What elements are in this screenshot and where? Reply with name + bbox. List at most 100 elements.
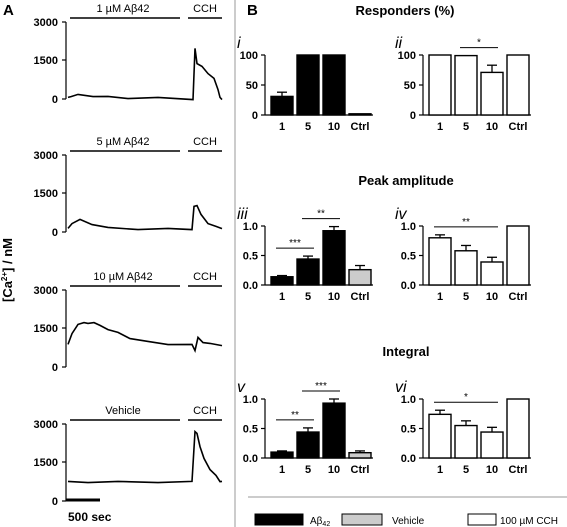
x-tick-label: 10 [486,121,498,133]
bar [348,268,372,286]
bar [322,402,346,459]
trace-y-tick-label: 1500 [34,323,58,335]
bar [428,237,452,286]
trace-panel: 3000 1500 0 Vehicle CCH [34,405,223,508]
subpanel-label: v [237,379,246,396]
subpanel-label: iii [237,206,248,223]
bar [348,113,372,116]
x-tick-label: 5 [463,121,469,133]
significance-label: ** [462,217,470,228]
x-tick-label: 10 [328,291,340,303]
x-tick-label: 5 [305,121,311,133]
x-tick-label: Ctrl [509,291,528,303]
trace-y-tick-label: 3000 [34,285,58,297]
significance-label: * [477,38,481,49]
x-tick-label: 5 [463,291,469,303]
significance-label: *** [315,381,327,392]
cch-label: CCH [193,271,217,283]
trace-y-tick-label: 3000 [34,150,58,162]
panel-a-traces: 3000 1500 0 1 µM Aβ42 CCH 3000 1500 0 5 µM Aβ42 C… [34,3,223,508]
x-tick-label: 10 [328,464,340,476]
bar [322,54,346,116]
y-tick-label: 1.0 [243,221,258,233]
trace-y-tick-label: 0 [52,496,58,508]
trace-y-tick-label: 1500 [34,55,58,67]
calcium-trace [67,204,223,231]
x-tick-label: Ctrl [351,291,370,303]
y-tick-label: 0.5 [401,424,416,436]
condition-label: 1 µM Aβ42 [96,3,149,15]
trace-panel: 3000 1500 0 10 µM Aβ42 CCH [34,271,223,374]
x-tick-label: 1 [279,464,285,476]
bar [296,258,320,286]
bar [270,276,294,286]
trace-y-tick-label: 1500 [34,457,58,469]
x-tick-label: 1 [437,121,443,133]
x-tick-label: Ctrl [351,464,370,476]
legend-label-vehicle: Vehicle [392,516,425,527]
calcium-trace [67,429,223,484]
legend-swatch-abeta [254,513,304,526]
bar-chart-vi: vi 0.0 0.5 1.0 1 5 10 Ctrl * [395,379,531,476]
bar [322,230,346,286]
bar [454,250,478,286]
panel-a-ylabel: [Ca2+] / nM [0,238,15,302]
bar [506,54,530,116]
bar [296,54,320,116]
y-tick-label: 50 [246,80,258,92]
bar-chart-ii: ii 0 50 100 1 5 10 Ctrl * [395,35,531,133]
bar [428,413,452,459]
cch-label: CCH [193,3,217,15]
cch-label: CCH [193,136,217,148]
bar [270,95,294,116]
legend-label-abeta: Aβ42 [310,516,330,527]
condition-label: 10 µM Aβ42 [93,271,152,283]
y-tick-label: 100 [240,50,258,62]
bar-chart-v: v0.00.51.01 5 10 Ctrl***** [237,379,373,476]
y-tick-label: 0.0 [401,453,416,465]
y-tick-label: 100 [398,50,416,62]
x-tick-label: 1 [437,464,443,476]
x-tick-label: 10 [328,121,340,133]
bar [480,261,504,286]
significance-label: ** [291,410,299,421]
trace-y-tick-label: 3000 [34,17,58,29]
significance-label: *** [289,238,301,249]
y-tick-label: 0 [252,110,258,122]
section-title-responders: Responders (%) [356,3,455,18]
calcium-trace [67,321,223,354]
x-tick-label: 1 [437,291,443,303]
legend-swatch-vehicle [341,513,383,526]
trace-y-tick-label: 1500 [34,188,58,200]
y-tick-label: 0.0 [401,280,416,292]
trace-y-tick-label: 3000 [34,419,58,431]
bar [480,71,504,116]
y-tick-label: 50 [404,80,416,92]
y-tick-label: 1.0 [401,221,416,233]
y-tick-label: 0.0 [243,280,258,292]
bar [428,54,452,116]
section-title-integral: Integral [383,344,430,359]
x-tick-label: Ctrl [509,464,528,476]
subpanel-label: i [237,35,241,52]
x-tick-label: Ctrl [351,121,370,133]
y-tick-label: 1.0 [401,394,416,406]
legend-label-cch: 100 µM CCH [500,516,558,527]
x-tick-label: 1 [279,291,285,303]
subpanel-label: ii [395,35,403,52]
trace-y-tick-label: 0 [52,227,58,239]
bar [454,54,478,116]
y-tick-label: 0.5 [401,251,416,263]
bar [270,451,294,459]
y-tick-label: 0.5 [243,424,258,436]
trace-panel: 3000 1500 0 1 µM Aβ42 CCH [34,3,223,106]
bar [506,225,530,286]
section-title-peak: Peak amplitude [358,173,453,188]
legend-swatch-cch [467,513,497,526]
panel-a-label: A [3,2,14,19]
x-tick-label: 5 [463,464,469,476]
bar [454,424,478,459]
calcium-trace [67,48,223,101]
